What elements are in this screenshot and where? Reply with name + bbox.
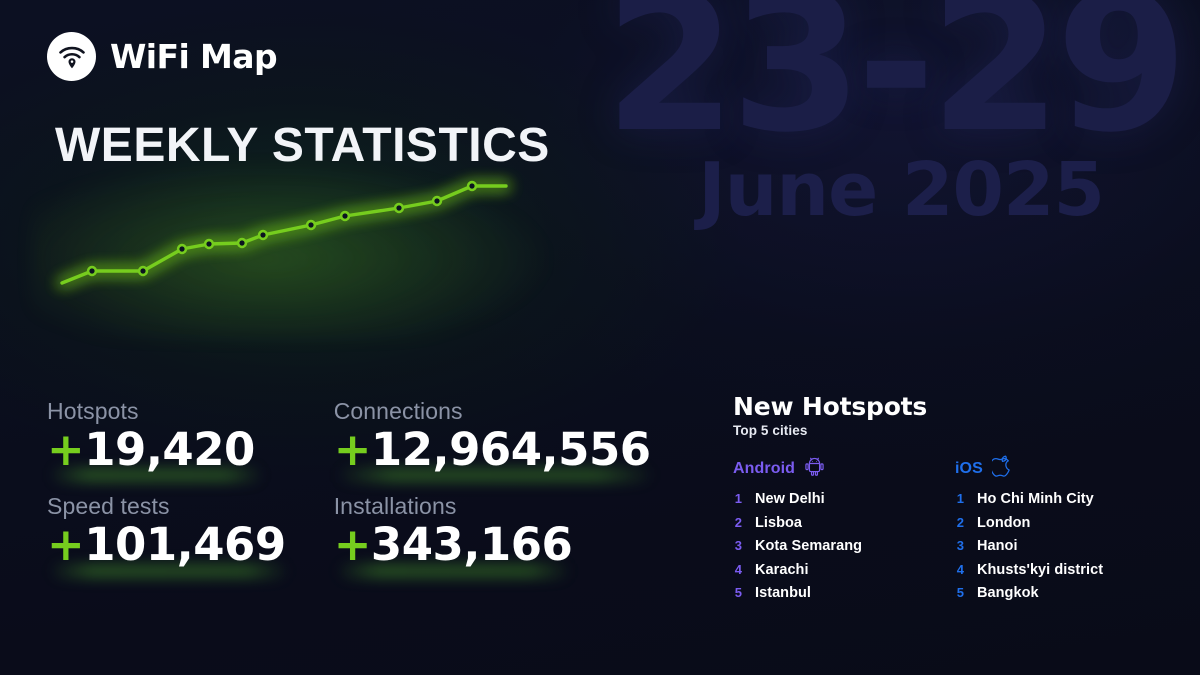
chart-point-marker: [431, 195, 443, 207]
rank: 2: [956, 514, 964, 530]
city-name: Kota Semarang: [755, 538, 863, 554]
city-list-ios: 1 Ho Chi Minh City 2 London 3 Hanoi 4 Khusts…: [955, 491, 1103, 601]
city-name: Ho Chi Minh City: [977, 491, 1094, 507]
brand-name: WiFi Map: [110, 37, 278, 76]
city-list-android: 1 New Delhi 2 Lisboa 3 Kota Semarang 4 Karac…: [733, 491, 955, 601]
stat-underglow: [49, 467, 264, 484]
city-name: Istanbul: [755, 585, 811, 601]
weekly-trend-chart: [0, 140, 600, 350]
stat-underglow: [335, 562, 571, 579]
rank: 1: [734, 491, 742, 506]
date-month-year: June 2025: [698, 147, 1105, 234]
trend-line-svg: [57, 180, 511, 288]
stat-label: Hotspots: [47, 398, 139, 424]
chart-point-marker: [176, 243, 188, 255]
chart-point-marker: [305, 219, 317, 231]
platform-label: iOS: [955, 460, 983, 477]
plus-sign: +: [333, 518, 372, 572]
chart-point-marker: [257, 229, 269, 241]
new-hotspots-panel: New Hotspots Top 5 cities Android: [733, 392, 1163, 609]
stat-hotspots: Hotspots +19,420: [47, 398, 286, 485]
stat-label: Speed tests: [47, 493, 170, 520]
hotspots-title: New Hotspots: [733, 392, 928, 421]
stat-number: 19,420: [84, 423, 255, 476]
stat-speed-tests: Speed tests +101,469: [47, 493, 289, 580]
stat-label: Connections: [333, 398, 463, 424]
city-name: London: [977, 514, 1031, 531]
stats-column-2: Connections +12,964,556 Installations +3…: [333, 398, 654, 581]
hotspots-subtitle: Top 5 cities: [733, 423, 808, 438]
list-item[interactable]: 5 Istanbul: [733, 585, 955, 601]
list-item[interactable]: 3 Hanoi: [955, 538, 1103, 554]
stats-column-1: Hotspots +19,420 Speed tests +101,469: [47, 398, 289, 581]
chart-point-marker: [86, 265, 98, 277]
chart-point-marker: [393, 202, 405, 214]
platform-column-android: Android: [733, 456, 955, 609]
city-name: New Delhi: [755, 491, 825, 507]
list-item[interactable]: 2 London: [955, 515, 1103, 531]
list-item[interactable]: 3 Kota Semarang: [733, 538, 955, 554]
stat-number: 343,166: [370, 518, 573, 572]
rank: 2: [734, 514, 742, 530]
android-robot-icon: [804, 456, 825, 482]
chart-point-marker: [466, 180, 478, 192]
stat-value: +12,964,556: [334, 426, 651, 473]
list-item[interactable]: 1 Ho Chi Minh City: [955, 491, 1103, 507]
city-name: Hanoi: [977, 538, 1018, 554]
list-item[interactable]: 2 Lisboa: [733, 515, 955, 531]
stat-number: 12,964,556: [370, 423, 651, 476]
stat-value: +343,166: [334, 521, 651, 568]
list-item[interactable]: 4 Karachi: [733, 562, 955, 578]
stat-underglow: [49, 562, 289, 579]
platform-header-ios: iOS: [955, 455, 1103, 483]
city-name: Lisboa: [755, 514, 803, 531]
rank: 5: [734, 585, 742, 600]
stat-value: +101,469: [47, 521, 286, 568]
rank: 3: [734, 538, 742, 553]
stat-underglow: [335, 467, 654, 484]
date-block: 23-29 June 2025: [604, 0, 1188, 234]
stat-value: +19,420: [47, 426, 286, 473]
chart-point-marker: [203, 238, 215, 250]
wifi-pin-icon: [47, 32, 96, 81]
plus-sign: +: [47, 518, 85, 572]
rank: 1: [956, 491, 964, 506]
chart-point-marker: [236, 237, 248, 249]
apple-logo-icon: [989, 455, 1012, 483]
stat-installations: Installations +343,166: [334, 493, 651, 580]
brand-logo[interactable]: WiFi Map: [47, 32, 278, 81]
platform-column-ios: iOS 1 Ho Chi Minh City 2 London 3 Hanoi 4 Kh…: [955, 455, 1103, 609]
chart-point-marker: [137, 265, 149, 277]
list-item[interactable]: 1 New Delhi: [733, 491, 955, 507]
plus-sign: +: [333, 423, 372, 476]
stat-number: 101,469: [84, 518, 286, 572]
city-name: Bangkok: [977, 585, 1039, 601]
city-name: Khusts'kyi district: [977, 561, 1104, 578]
stat-label: Installations: [333, 493, 457, 520]
platform-label: Android: [733, 460, 796, 477]
plus-sign: +: [47, 423, 85, 476]
rank: 5: [956, 585, 964, 600]
page-title: WEEKLY STATISTICS: [55, 119, 550, 172]
list-item[interactable]: 5 Bangkok: [955, 585, 1103, 601]
stat-connections: Connections +12,964,556: [333, 398, 654, 485]
rank: 3: [956, 538, 964, 553]
list-item[interactable]: 4 Khusts'kyi district: [955, 562, 1103, 578]
date-range: 23-29: [604, 0, 1188, 174]
rank: 4: [734, 561, 742, 577]
stats-grid: Hotspots +19,420 Speed tests +101,469 Co…: [47, 398, 654, 581]
platform-header-android: Android: [733, 456, 955, 482]
rank: 4: [956, 561, 964, 577]
city-name: Karachi: [755, 561, 809, 578]
chart-point-marker: [339, 210, 351, 222]
hotspots-columns: Android: [733, 455, 1163, 609]
